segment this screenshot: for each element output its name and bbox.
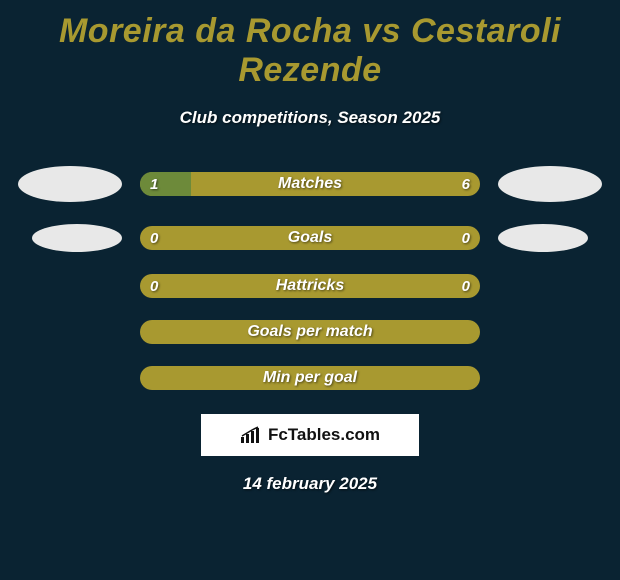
stat-bar: 0Hattricks0 bbox=[140, 274, 480, 298]
player-right-oval bbox=[498, 166, 602, 202]
stat-bar: 0Goals0 bbox=[140, 226, 480, 250]
stat-row: 0Goals0 bbox=[0, 224, 620, 252]
page-title: Moreira da Rocha vs Cestaroli Rezende bbox=[0, 0, 620, 90]
stat-row: 1Matches6 bbox=[0, 166, 620, 202]
stat-row: 0Hattricks0 bbox=[0, 274, 620, 298]
stat-value-right: 0 bbox=[462, 274, 470, 298]
player-right-oval bbox=[498, 224, 588, 252]
stat-label: Goals bbox=[140, 226, 480, 250]
footer-brand-text: FcTables.com bbox=[268, 425, 380, 445]
date-text: 14 february 2025 bbox=[0, 474, 620, 494]
stat-label: Min per goal bbox=[140, 366, 480, 390]
stat-label: Goals per match bbox=[140, 320, 480, 344]
stat-label: Matches bbox=[140, 172, 480, 196]
player-left-oval bbox=[32, 224, 122, 252]
subtitle: Club competitions, Season 2025 bbox=[0, 108, 620, 128]
footer-brand-box: FcTables.com bbox=[201, 414, 419, 456]
player-left-oval bbox=[18, 166, 122, 202]
stats-container: 1Matches60Goals00Hattricks0Goals per mat… bbox=[0, 166, 620, 390]
stat-bar: Goals per match bbox=[140, 320, 480, 344]
stat-value-right: 6 bbox=[462, 172, 470, 196]
stat-value-right: 0 bbox=[462, 226, 470, 250]
stat-label: Hattricks bbox=[140, 274, 480, 298]
stat-bar: 1Matches6 bbox=[140, 172, 480, 196]
stat-bar: Min per goal bbox=[140, 366, 480, 390]
stat-row: Min per goal bbox=[0, 366, 620, 390]
chart-icon bbox=[240, 426, 262, 444]
stat-row: Goals per match bbox=[0, 320, 620, 344]
